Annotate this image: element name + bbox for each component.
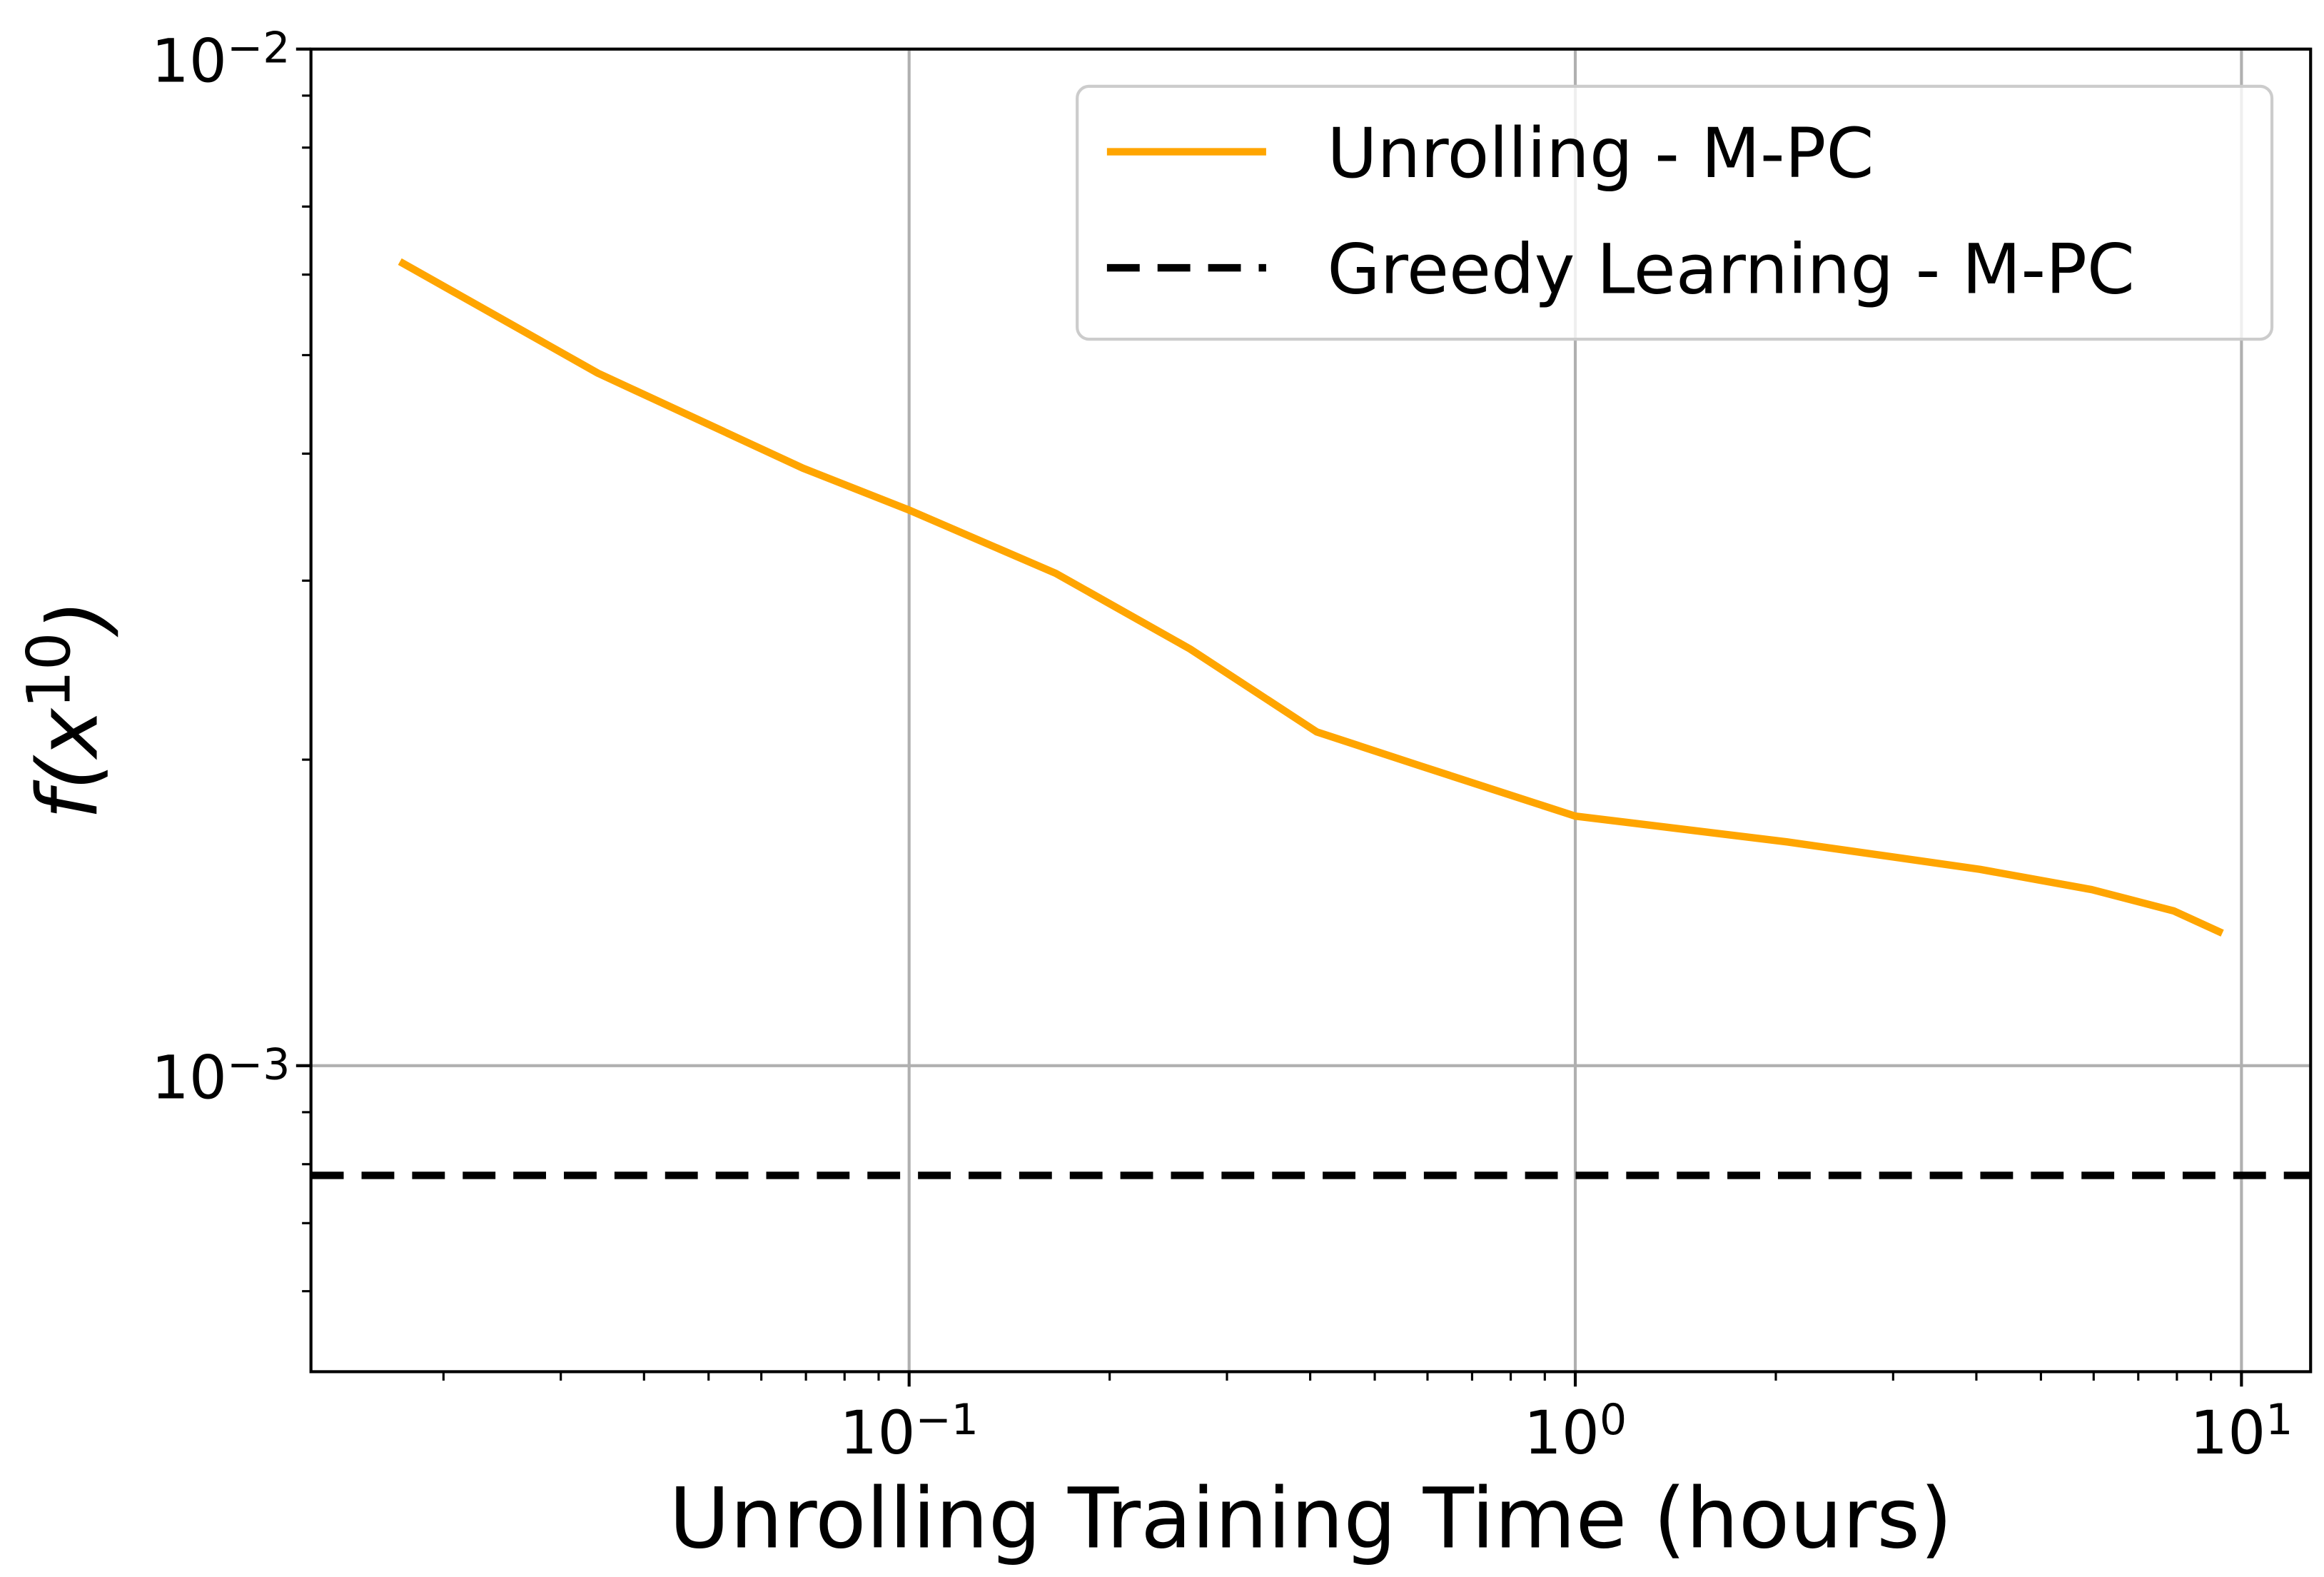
data-line	[398, 258, 2224, 937]
legend-label: Greedy Learning - M-PC	[1327, 230, 2134, 310]
legend-box	[1076, 84, 2274, 341]
y-tick-label: 10−2	[151, 24, 290, 96]
legend-label: Unrolling - M-PC	[1327, 114, 1874, 193]
x-tick-label: 10−1	[839, 1395, 979, 1468]
y-axis-label: f(x10)	[14, 600, 128, 820]
x-axis-label: Unrolling Training Time (hours)	[669, 1470, 1952, 1567]
x-tick-label: 100	[1524, 1395, 1627, 1468]
x-tick-label: 101	[2190, 1395, 2293, 1468]
y-tick-label: 10−3	[151, 1040, 290, 1113]
